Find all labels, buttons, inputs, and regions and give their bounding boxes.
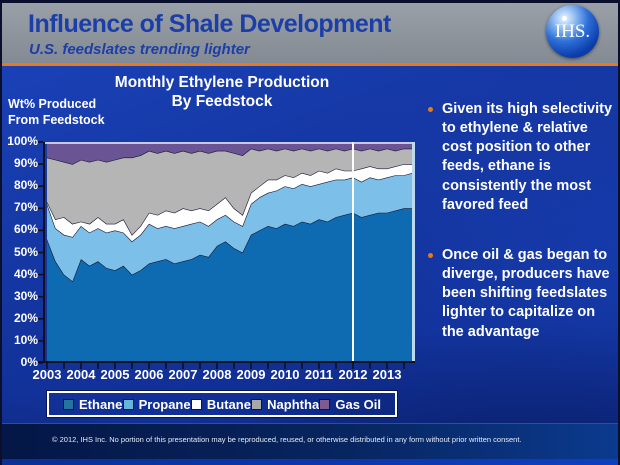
legend-label: Naphtha (267, 396, 320, 412)
ihs-logo-icon: IHS. (546, 5, 599, 58)
x-tick-label: 2003 (32, 367, 62, 382)
y-axis-label: Wt% Produced From Feedstock (8, 97, 105, 127)
accent-bar (2, 63, 618, 66)
bullet-icon (428, 107, 433, 112)
y-tick-label: 20% (13, 310, 38, 325)
slide-header: Influence of Shale Development U.S. feed… (2, 0, 618, 63)
bullet-item: Given its high selectivity to ethylene &… (426, 100, 618, 215)
slide-subtitle: U.S. feedslates trending lighter (29, 41, 250, 58)
bullet-icon (428, 253, 433, 258)
legend-swatch (251, 398, 263, 410)
area-band-propane (47, 172, 413, 282)
x-tick-label: 2010 (270, 367, 300, 382)
stacked-area-chart (37, 141, 415, 369)
y-tick-label: 90% (13, 156, 38, 171)
legend-swatch (63, 398, 74, 410)
area-band-gas-oil (47, 142, 413, 165)
legend-label: Butane (206, 396, 251, 412)
bullet-text: Once oil & gas began to diverge, produce… (442, 247, 610, 340)
legend-item-gas-oil: Gas Oil (319, 397, 381, 412)
x-tick-label: 2005 (100, 367, 130, 382)
area-band-butane (47, 164, 413, 242)
legend-item-naphtha: Naphtha (251, 397, 319, 412)
x-tick-label: 2013 (372, 367, 402, 382)
bottom-strip (2, 459, 618, 465)
legend-label: Propane (138, 396, 191, 412)
x-tick-label: 2007 (168, 367, 198, 382)
y-tick-label: 10% (13, 332, 38, 347)
copyright-text: © 2012, IHS Inc. No portion of this pres… (52, 435, 522, 444)
x-tick-label: 2009 (236, 367, 266, 382)
y-tick-label: 50% (13, 244, 38, 259)
x-tick-label: 2011 (304, 367, 334, 382)
y-tick-label: 0% (20, 355, 38, 369)
ihs-logo-dot (562, 16, 567, 21)
y-tick-label: 60% (13, 222, 38, 237)
legend-item-ethane: Ethane (63, 397, 122, 412)
legend-item-butane: Butane (190, 396, 251, 412)
y-tick-label: 70% (13, 200, 38, 215)
ihs-logo-text: IHS. (554, 21, 591, 42)
y-tick-label: 40% (13, 266, 38, 281)
legend-swatch (319, 398, 331, 410)
chart-title-line1: Monthly Ethylene Production (114, 74, 330, 91)
y-tick-label: 100% (7, 134, 38, 148)
area-band-naphtha (47, 148, 413, 235)
slide-title: Influence of Shale Development (28, 10, 391, 38)
x-tick-label: 2004 (66, 367, 96, 382)
y-tick-label: 80% (13, 178, 38, 193)
legend-label: Gas Oil (335, 396, 381, 412)
legend-swatch (122, 398, 134, 410)
bullet-item: Once oil & gas began to diverge, produce… (426, 246, 618, 342)
chart-canvas (37, 141, 415, 369)
x-tick-label: 2006 (134, 367, 164, 382)
legend-swatch (190, 398, 202, 410)
x-tick-label: 2012 (338, 367, 368, 382)
x-tick-label: 2008 (202, 367, 232, 382)
legend-item-propane: Propane (122, 396, 191, 412)
footer-bar: © 2012, IHS Inc. No portion of this pres… (2, 423, 618, 459)
chart-title-line2: By Feedstock (171, 93, 273, 111)
area-band-ethane (47, 208, 413, 363)
legend-label: Ethane (79, 396, 123, 412)
chart-legend: Ethane Propane Butane Naphtha Gas Oil (47, 391, 397, 417)
bullet-text: Given its high selectivity to ethylene &… (442, 101, 613, 213)
chart-title: Monthly Ethylene Production By Feedstock (42, 73, 402, 112)
y-tick-label: 30% (13, 288, 38, 303)
